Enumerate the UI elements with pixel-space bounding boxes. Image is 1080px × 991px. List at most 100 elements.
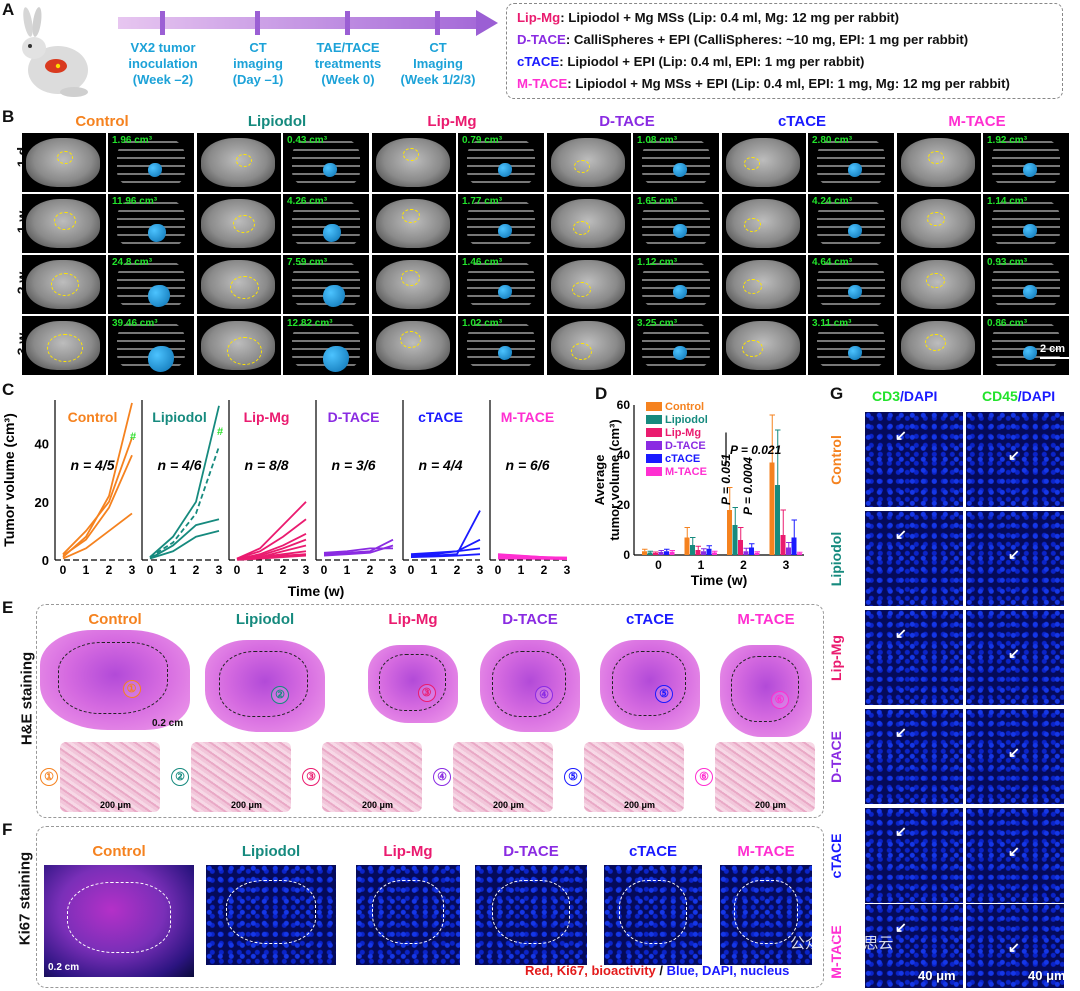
x-tick-label: 0 xyxy=(408,563,415,577)
x-tick-label: 3 xyxy=(303,563,310,577)
ct-3d-render: 1.14 cm³ xyxy=(983,194,1069,253)
if-row-label: Lipiodol xyxy=(828,531,844,587)
ct-column-header: Control xyxy=(75,113,129,130)
timeline-step-1: VX2 tumor inoculation (Week –2) xyxy=(128,40,198,87)
he-scale-label: 200 μm xyxy=(362,800,394,810)
tumor-boundary xyxy=(378,654,446,711)
tumor-3d-blob xyxy=(323,346,349,372)
timeline-bar xyxy=(118,17,476,29)
tumor-boundary xyxy=(618,880,688,944)
ct-3d-render: 1.08 cm³ xyxy=(633,133,719,192)
ct-3d-render: 1.12 cm³ xyxy=(633,255,719,314)
ct-column-header: cTACE xyxy=(777,113,827,130)
he-group-title: D-TACE xyxy=(502,611,558,628)
p-value-label: P = 0.021 xyxy=(730,443,782,457)
region-number: ⑤ xyxy=(564,768,582,786)
caption-blue: Blue, DAPI, nucleus xyxy=(666,963,790,978)
tumor-3d-blob xyxy=(1023,163,1037,177)
bar xyxy=(712,552,717,555)
tumor-outline xyxy=(925,333,947,351)
ribcage xyxy=(991,135,1061,189)
tumor-boundary xyxy=(371,880,445,944)
tumor-3d-blob xyxy=(848,285,862,299)
legend-desc: : CalliSpheres + EPI (CalliSpheres: ~10 … xyxy=(565,32,969,47)
ki67-caption: Red, Ki67, bioactivity / Blue, DAPI, nuc… xyxy=(525,963,789,978)
ct-axial-slice xyxy=(372,133,456,192)
region-number: ① xyxy=(122,680,141,698)
cd3-text: CD3 xyxy=(872,388,901,404)
arrow-marker: ↙ xyxy=(1008,546,1020,562)
x-tick-label: 2 xyxy=(106,563,113,577)
timeline-step-2: CT imaging (Day –1) xyxy=(232,40,284,87)
ribcage xyxy=(991,318,1061,372)
x-tick-label: 1 xyxy=(431,563,438,577)
y-tick-label: 40 xyxy=(35,437,49,452)
ribcage xyxy=(116,135,186,189)
ct-axial-slice xyxy=(372,316,456,375)
ki67-image xyxy=(720,865,812,965)
x-tick-label: 2 xyxy=(454,563,461,577)
legend-name: cTACE xyxy=(517,54,560,69)
tumor-outline xyxy=(742,278,762,295)
rabbit-illustration xyxy=(14,6,94,100)
ct-axial-slice xyxy=(22,316,106,375)
series-line xyxy=(410,553,481,558)
if-image: ↙ xyxy=(966,808,1064,903)
tumor-volume-label: 1.08 cm³ xyxy=(637,135,678,146)
tumor-3d-blob xyxy=(323,285,345,307)
region-number: ② xyxy=(271,686,289,704)
tumor-volume-label: 1.92 cm³ xyxy=(987,135,1028,146)
tumor-3d-blob xyxy=(1023,346,1037,360)
tumor-volume-label: 1.02 cm³ xyxy=(462,318,503,329)
arrow-marker: ↙ xyxy=(895,625,907,641)
legend-label: Control xyxy=(665,401,704,413)
he-tissue-section xyxy=(600,640,700,730)
dapi-text: /DAPI xyxy=(1017,388,1056,404)
series-line xyxy=(498,557,568,561)
tumor-boundary xyxy=(58,642,168,714)
tumor-volume-label: 4.26 cm³ xyxy=(287,196,328,207)
tumor-outline xyxy=(573,159,590,173)
tumor-3d-blob xyxy=(848,224,862,238)
he-zoom-image xyxy=(322,742,422,812)
ribcage xyxy=(816,257,886,311)
he-panel-frame xyxy=(36,604,824,818)
tumor-outline xyxy=(742,339,763,357)
tumor-outline xyxy=(743,217,762,233)
panel-label-g: G xyxy=(830,384,844,403)
tumor-outline xyxy=(926,272,946,289)
bar xyxy=(754,552,760,555)
ct-axial-slice xyxy=(372,194,456,253)
body-section xyxy=(726,259,801,310)
group-title: D-TACE xyxy=(328,409,380,425)
series-line xyxy=(410,547,481,557)
series-line xyxy=(497,555,568,560)
ct-axial-slice xyxy=(547,316,631,375)
panel-label-c: C xyxy=(2,380,15,399)
n-label: n = 4/6 xyxy=(158,457,202,473)
ct-3d-render: 0.86 cm³ xyxy=(983,316,1069,375)
hash-marker: # xyxy=(217,426,223,438)
if-image: ↙ xyxy=(865,511,963,606)
ki67-group-title: cTACE xyxy=(628,843,678,860)
y-axis-label-line2: tumor volume (cm³) xyxy=(607,419,622,540)
timeline-step-4: CT Imaging (Week 1/2/3) xyxy=(400,40,476,87)
region-number: ⑥ xyxy=(770,691,789,709)
bar xyxy=(749,547,754,555)
x-tick-label: 3 xyxy=(477,563,484,577)
ki67-group-title: Control xyxy=(92,843,146,860)
x-tick-label: 3 xyxy=(783,558,790,572)
ct-3d-render: 12.82 cm³ xyxy=(283,316,369,375)
tumor-outline xyxy=(571,342,592,360)
tumor-volume-label: 7.59 cm³ xyxy=(287,257,328,268)
n-label: n = 8/8 xyxy=(245,457,289,473)
region-number: ⑥ xyxy=(695,768,713,786)
body-section xyxy=(726,137,801,188)
bar xyxy=(732,525,738,555)
bar xyxy=(775,485,780,555)
series-line xyxy=(236,554,307,561)
tumor-volume-label: 12.82 cm³ xyxy=(287,318,333,329)
legend-line-dtace: D-TACE: CalliSpheres + EPI (CalliSpheres… xyxy=(517,32,968,47)
hash-marker: # xyxy=(130,431,136,443)
arrow-marker: ↙ xyxy=(1008,744,1020,760)
